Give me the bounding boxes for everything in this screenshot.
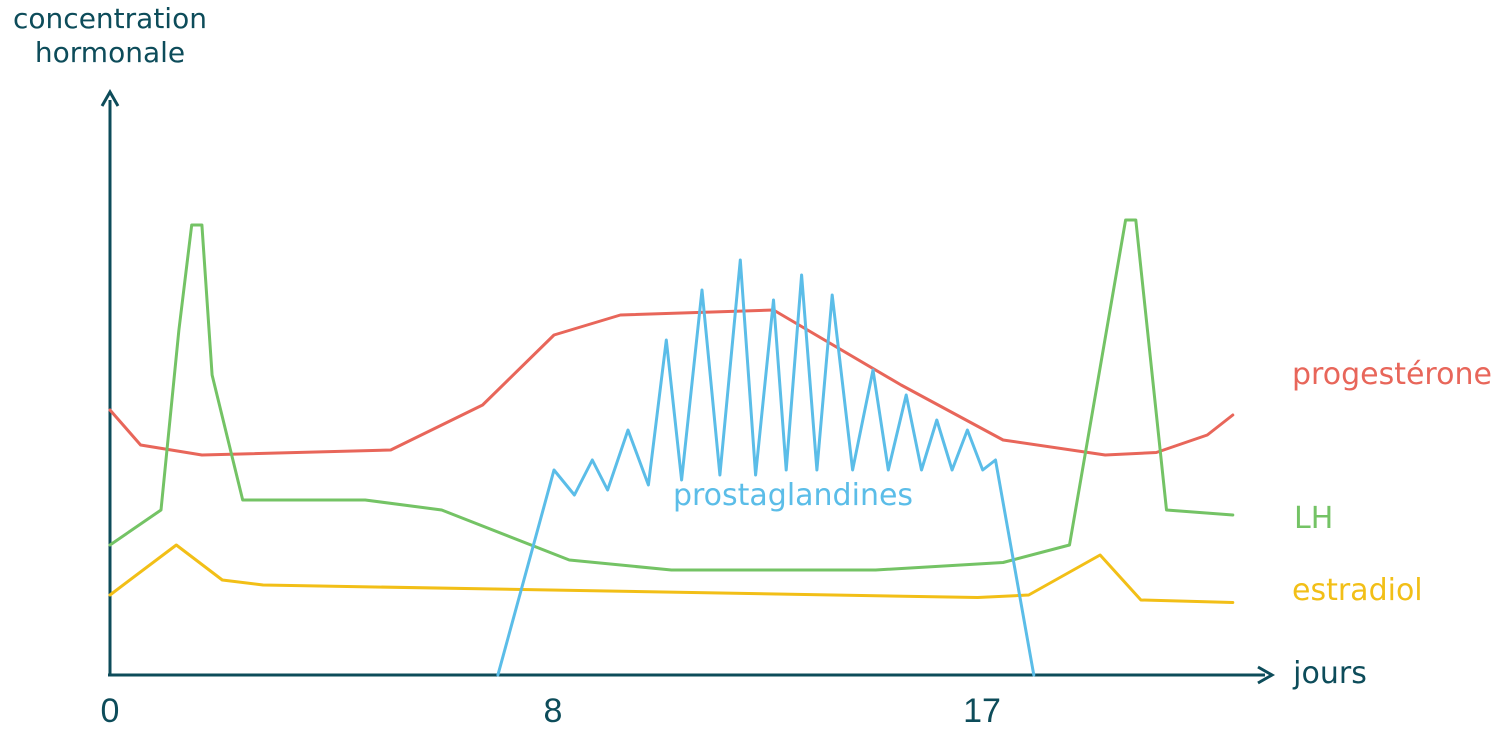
series-line-lh <box>108 218 1235 572</box>
x-tick-label: 17 <box>963 692 1001 730</box>
y-axis-label: concentration hormonale <box>0 2 220 70</box>
y-axis-label-line-1: concentration <box>13 2 207 35</box>
estradiol-label: estradiol <box>1292 573 1423 608</box>
y-axis-label-line-2: hormonale <box>34 36 186 69</box>
lh-label: LH <box>1294 501 1333 536</box>
x-tick-label: 8 <box>544 692 563 730</box>
axes <box>100 88 1276 685</box>
label-layer: progestérone LH estradiol prostaglandine… <box>673 357 1492 608</box>
tick-layer: 0 8 17 jours <box>101 656 1367 730</box>
x-tick-label: 0 <box>101 692 120 730</box>
series-line-estradiol <box>108 543 1235 604</box>
prostaglandines-label: prostaglandines <box>673 478 913 513</box>
y-axis-arrow-icon <box>100 88 120 107</box>
x-axis-label: jours <box>1292 656 1367 691</box>
series-line-progesterone <box>108 308 1235 457</box>
progesterone-label: progestérone <box>1292 357 1492 392</box>
x-axis-arrow-icon <box>1257 665 1276 685</box>
series-line-prostaglandines <box>496 258 1036 677</box>
series-layer <box>108 218 1235 677</box>
